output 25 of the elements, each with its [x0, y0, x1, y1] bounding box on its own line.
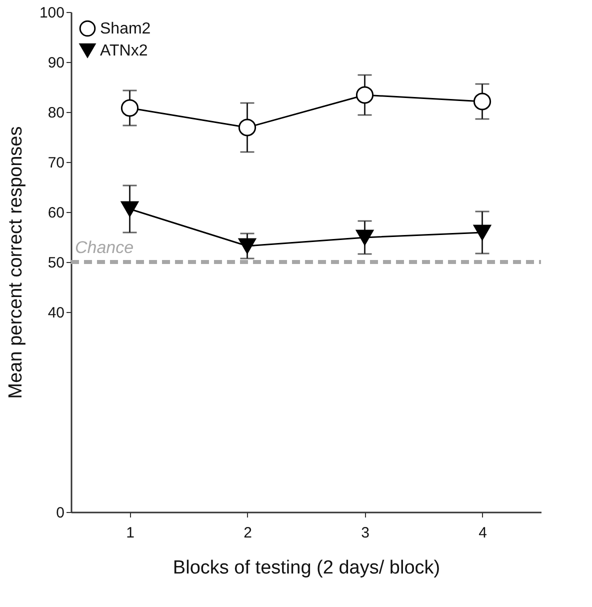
y-tick-label: 100 [39, 4, 64, 22]
x-tick-label: 2 [244, 524, 252, 542]
legend-label: Sham2 [100, 20, 151, 38]
point [473, 224, 492, 240]
x-tick-label: 3 [361, 524, 370, 542]
x-tick-label: 4 [478, 524, 487, 542]
point [238, 238, 256, 254]
point [120, 99, 139, 117]
point [238, 118, 256, 136]
x-tick-label: 1 [126, 524, 134, 542]
point [356, 86, 374, 104]
point [473, 92, 492, 110]
point [356, 230, 374, 246]
y-axis-title: Mean percent correct responses [5, 126, 26, 399]
y-tick-label: 50 [48, 254, 64, 272]
y-tick-label: 70 [48, 154, 64, 172]
y-tick-label: 60 [48, 204, 64, 222]
y-tick-label: 40 [48, 304, 64, 322]
x-axis-title: Blocks of testing (2 days/ block) [172, 558, 440, 578]
point [120, 201, 139, 217]
y-tick-label: 80 [48, 104, 64, 122]
legend-label: ATNx2 [100, 42, 148, 60]
y-tick-label: 90 [48, 54, 64, 72]
ref-line-label: Chance [75, 238, 134, 257]
y-tick-label: 0 [56, 504, 64, 522]
